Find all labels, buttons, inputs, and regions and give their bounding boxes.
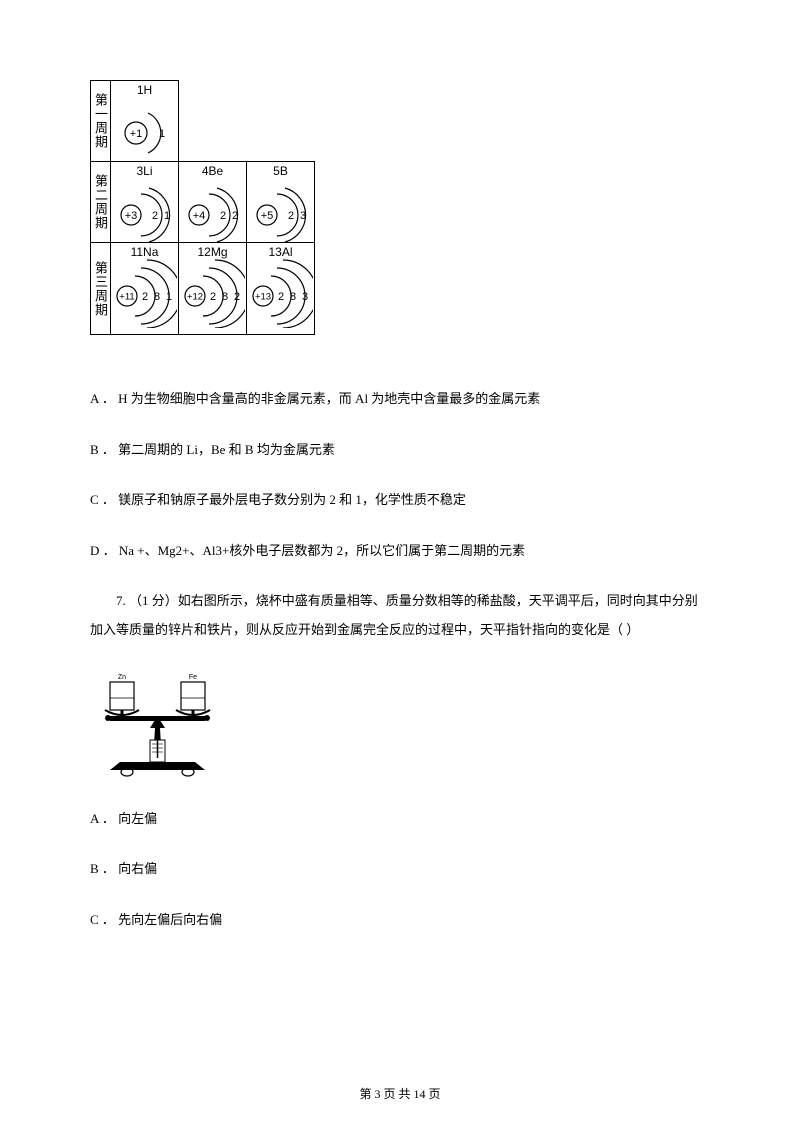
question-7: 7. （1 分）如右图所示，烧杯中盛有质量相等、质量分数相等的稀盐酸，天平调平后… bbox=[90, 587, 710, 934]
element-H: 1H +1 1 bbox=[111, 81, 179, 162]
question-7-text: 7. （1 分）如右图所示，烧杯中盛有质量相等、质量分数相等的稀盐酸，天平调平后… bbox=[90, 587, 710, 644]
atom-diagram-Al: +13 2 8 3 bbox=[247, 261, 313, 323]
shell-text: 2 bbox=[210, 291, 216, 303]
atom-diagram-Li: +3 2 1 bbox=[111, 180, 177, 242]
shell-text: 2 bbox=[142, 291, 148, 303]
element-top: 1H bbox=[111, 81, 178, 97]
balance-scale-figure: Zn Fe bbox=[90, 670, 225, 780]
period-3-label: 第三周期 bbox=[91, 243, 111, 335]
periodic-table: 第一周期 1H +1 1 第二周期 3Li +3 bbox=[90, 80, 315, 335]
atom-diagram-H: +1 1 bbox=[111, 99, 177, 161]
beaker-right-label: Fe bbox=[189, 674, 197, 681]
shell-text: 1 bbox=[164, 210, 170, 222]
question-7-options: A ． 向左偏 B ． 向右偏 C ． 先向左偏后向右偏 bbox=[90, 805, 710, 935]
nucleus-text: +12 bbox=[187, 292, 203, 303]
shell-text: 8 bbox=[154, 291, 160, 303]
option-A: A ． H 为生物细胞中含量高的非金属元素，而 Al 为地壳中含量最多的金属元素 bbox=[90, 385, 710, 414]
atom-diagram-Be: +4 2 2 bbox=[179, 180, 245, 242]
element-Mg: 12Mg +12 2 8 2 bbox=[179, 243, 247, 335]
element-Be: 4Be +4 2 2 bbox=[179, 162, 247, 243]
option-A: A ． 向左偏 bbox=[90, 805, 710, 834]
element-Na: 11Na +11 2 8 1 bbox=[111, 243, 179, 335]
nucleus-text: +3 bbox=[125, 210, 138, 222]
question-6-options: A ． H 为生物细胞中含量高的非金属元素，而 Al 为地壳中含量最多的金属元素… bbox=[90, 385, 710, 565]
shell-text: 2 bbox=[288, 210, 294, 222]
shell-text: 8 bbox=[290, 291, 296, 303]
element-top: 3Li bbox=[111, 162, 178, 178]
label-text: 第一周期 bbox=[93, 93, 108, 149]
element-Li: 3Li +3 2 1 bbox=[111, 162, 179, 243]
element-Al: 13Al +13 2 8 3 bbox=[247, 243, 315, 335]
shell-text: 1 bbox=[166, 291, 172, 303]
shell-text: 2 bbox=[234, 291, 240, 303]
period-1-label: 第一周期 bbox=[91, 81, 111, 162]
nucleus-text: +11 bbox=[119, 292, 134, 303]
shell-text: 3 bbox=[302, 291, 308, 303]
shell-text: 2 bbox=[152, 210, 158, 222]
option-C: C ． 先向左偏后向右偏 bbox=[90, 906, 710, 935]
nucleus-text: +1 bbox=[130, 128, 143, 140]
shell-text: 2 bbox=[220, 210, 226, 222]
shell-text: 1 bbox=[159, 128, 165, 140]
label-text: 第三周期 bbox=[93, 261, 108, 317]
atom-diagram-Mg: +12 2 8 2 bbox=[179, 261, 245, 323]
shell-text: 3 bbox=[300, 210, 306, 222]
nucleus-text: +4 bbox=[193, 210, 206, 222]
option-C: C ． 镁原子和钠原子最外层电子数分别为 2 和 1，化学性质不稳定 bbox=[90, 486, 710, 515]
shell-text: 2 bbox=[278, 291, 284, 303]
nucleus-text: +5 bbox=[261, 210, 274, 222]
element-B: 5B +5 2 3 bbox=[247, 162, 315, 243]
shell-text: 2 bbox=[232, 210, 238, 222]
option-B: B ． 向右偏 bbox=[90, 855, 710, 884]
shell-text: 8 bbox=[222, 291, 228, 303]
atom-diagram-Na: +11 2 8 1 bbox=[111, 261, 177, 323]
beaker-left-label: Zn bbox=[118, 674, 126, 681]
page-footer: 第 3 页 共 14 页 bbox=[0, 1085, 800, 1102]
option-D: D ． Na +、Mg2+、Al3+核外电子层数都为 2，所以它们属于第二周期的… bbox=[90, 537, 710, 566]
option-B: B ． 第二周期的 Li，Be 和 B 均为金属元素 bbox=[90, 436, 710, 465]
label-text: 第二周期 bbox=[93, 174, 108, 230]
atom-diagram-B: +5 2 3 bbox=[247, 180, 313, 242]
element-top: 5B bbox=[247, 162, 314, 178]
element-top: 4Be bbox=[179, 162, 246, 178]
nucleus-text: +13 bbox=[255, 292, 271, 303]
period-2-label: 第二周期 bbox=[91, 162, 111, 243]
